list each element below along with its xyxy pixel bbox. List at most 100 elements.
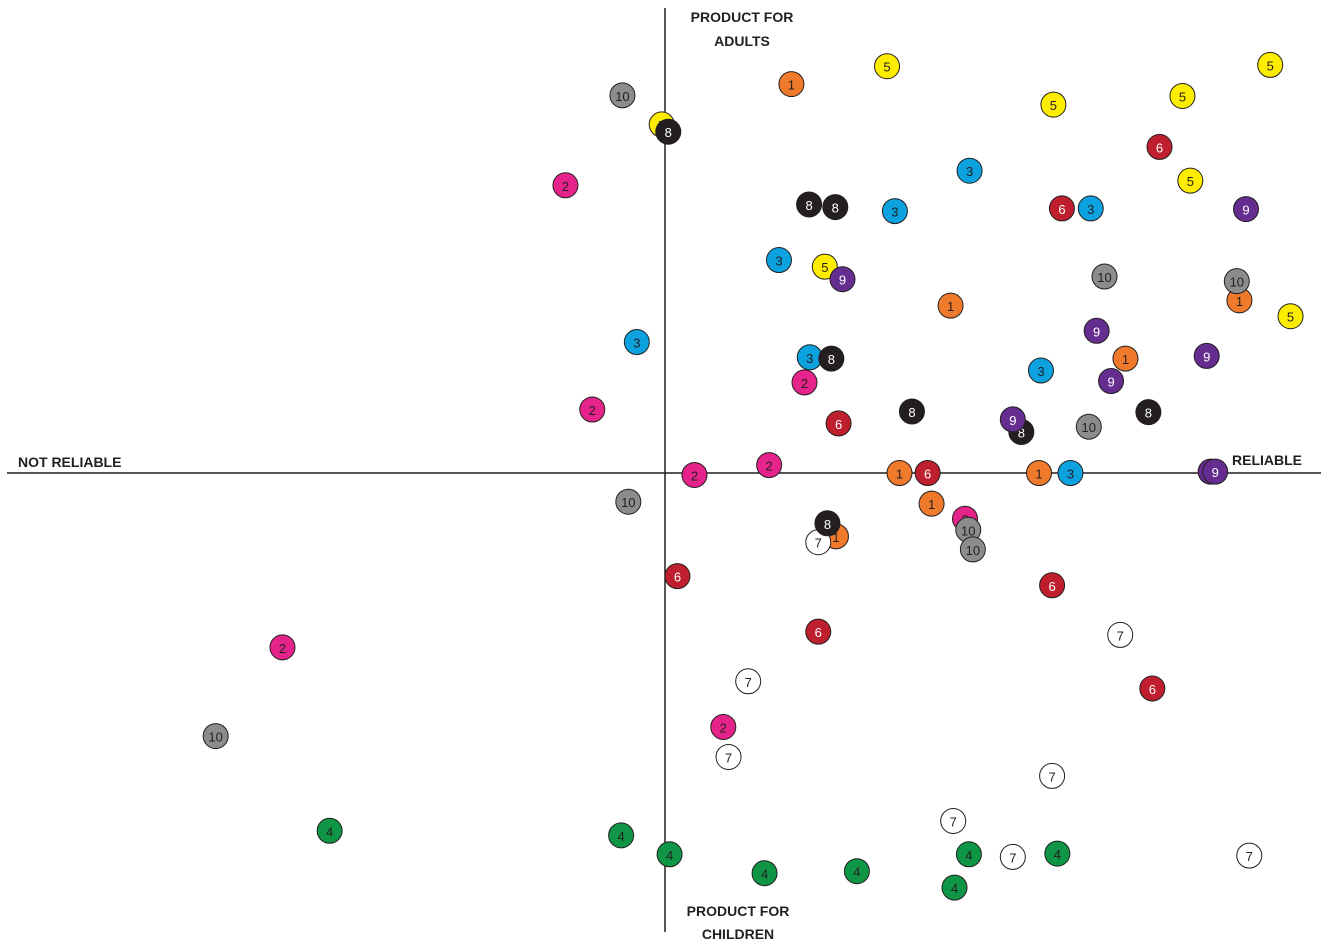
point-label: 7 (815, 536, 822, 551)
point-10-6: 10 (955, 516, 982, 543)
point-1-1: 1 (778, 71, 805, 98)
point-label: 9 (839, 273, 846, 288)
point-marker (822, 194, 849, 221)
point-marker (914, 460, 941, 486)
point-marker (1075, 413, 1102, 440)
point-8-3: 8 (822, 194, 849, 221)
point-marker (955, 841, 982, 868)
point-label: 3 (1067, 467, 1074, 482)
point-label: 7 (1009, 850, 1016, 865)
point-2-7: 2 (269, 634, 296, 661)
point-label: 5 (1179, 89, 1186, 104)
point-8-7: 8 (1135, 399, 1162, 426)
point-marker (681, 461, 708, 488)
point-5-3: 5 (1169, 82, 1196, 109)
point-marker (655, 118, 682, 145)
point-label: 10 (615, 89, 629, 104)
point-marker (1040, 91, 1067, 118)
point-marker (1193, 342, 1220, 369)
point-label: 5 (883, 60, 890, 75)
point-5-2: 5 (1040, 91, 1067, 118)
point-label: 10 (1082, 420, 1096, 435)
point-marker (1169, 82, 1196, 109)
point-label: 6 (924, 467, 931, 482)
data-points: 1111111122222222333333334444444455555555… (202, 51, 1304, 901)
point-6-1: 6 (1146, 133, 1173, 160)
point-label: 8 (832, 201, 839, 216)
point-marker (818, 345, 845, 372)
point-marker (825, 410, 852, 437)
point-marker (751, 860, 778, 887)
point-marker (269, 634, 296, 661)
point-10-8: 10 (202, 723, 229, 750)
point-marker (609, 82, 636, 109)
point-marker (1091, 263, 1118, 290)
x-axis-positive-label: RELIABLE (1232, 452, 1302, 468)
point-marker (1026, 460, 1053, 486)
point-label: 1 (788, 78, 795, 93)
point-7-8: 7 (1236, 842, 1263, 869)
point-7-2: 7 (1107, 621, 1134, 648)
point-label: 5 (821, 260, 828, 275)
point-8-4: 8 (818, 345, 845, 372)
point-10-7: 10 (959, 536, 986, 563)
point-label: 6 (674, 570, 681, 585)
point-marker (898, 398, 925, 425)
point-10-1: 10 (609, 82, 636, 109)
point-label: 9 (1203, 349, 1210, 364)
point-3-3: 3 (1077, 195, 1104, 222)
point-label: 3 (633, 336, 640, 351)
point-label: 6 (1058, 202, 1065, 217)
point-marker (756, 452, 783, 479)
point-label: 1 (928, 497, 935, 512)
point-6-8: 6 (1139, 675, 1166, 702)
point-label: 3 (966, 164, 973, 179)
point-label: 7 (725, 750, 732, 765)
point-6-5: 6 (664, 563, 691, 590)
point-marker (940, 807, 967, 834)
point-label: 2 (766, 459, 773, 474)
point-9-8: 9 (1202, 458, 1229, 485)
point-marker (805, 618, 832, 645)
point-label: 5 (1187, 174, 1194, 189)
point-marker (1027, 357, 1054, 384)
point-label: 10 (1097, 270, 1111, 285)
point-6-3: 6 (825, 410, 852, 437)
point-marker (829, 266, 856, 293)
point-6-6: 6 (805, 618, 832, 645)
point-marker (1112, 345, 1139, 372)
point-marker (715, 743, 742, 770)
point-label: 5 (1267, 58, 1274, 73)
point-label: 1 (1035, 467, 1042, 482)
point-1-5: 1 (1112, 345, 1139, 372)
point-2-8: 2 (710, 713, 737, 740)
point-label: 4 (853, 865, 860, 880)
point-4-8: 4 (1044, 840, 1071, 867)
point-marker (959, 536, 986, 563)
point-marker (1044, 840, 1071, 867)
point-8-2: 8 (796, 191, 823, 218)
point-2-4: 2 (791, 369, 818, 396)
point-1-3: 1 (886, 460, 913, 486)
point-3-4: 3 (765, 247, 792, 274)
point-5-5: 5 (1177, 167, 1204, 194)
point-label: 4 (666, 848, 673, 863)
point-marker (796, 191, 823, 218)
point-label: 4 (951, 881, 958, 896)
point-marker (579, 396, 606, 423)
point-6-7: 6 (1039, 572, 1066, 599)
point-7-4: 7 (715, 743, 742, 770)
point-marker (886, 460, 913, 486)
point-5-7: 5 (1277, 303, 1304, 330)
point-marker (710, 713, 737, 740)
point-marker (1223, 268, 1250, 295)
point-label: 7 (1246, 849, 1253, 864)
point-marker (735, 668, 762, 695)
point-marker (1048, 195, 1075, 222)
point-marker (1139, 675, 1166, 702)
point-label: 4 (617, 829, 624, 844)
point-9-5: 9 (1098, 368, 1125, 395)
point-9-2: 9 (829, 266, 856, 293)
point-label: 1 (832, 530, 839, 545)
point-label: 9 (1009, 413, 1016, 428)
